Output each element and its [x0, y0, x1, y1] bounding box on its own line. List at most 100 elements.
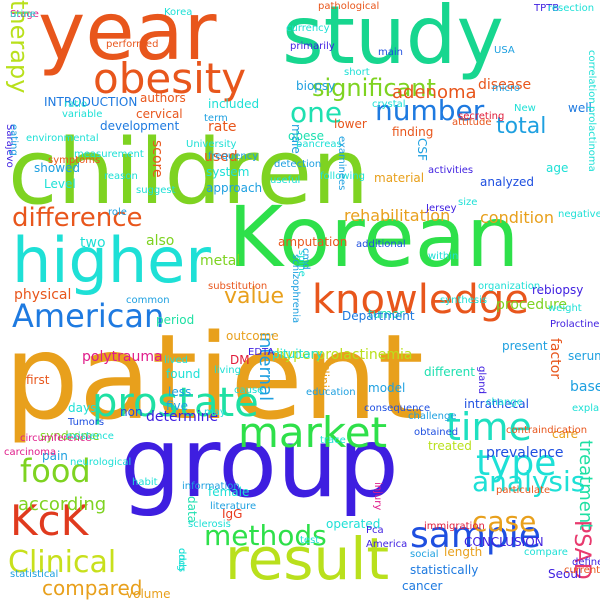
- word-jersey: Jersey: [426, 203, 457, 214]
- word-rate: rate: [208, 119, 237, 135]
- word-statistically: statistically: [410, 563, 479, 577]
- word-america: America: [366, 539, 408, 550]
- word-urine: urine: [10, 9, 36, 20]
- word-number: number: [375, 94, 485, 127]
- word-determine: determine: [146, 409, 219, 425]
- word-pca: Pca: [366, 525, 384, 536]
- word-conclusion: CONCLUSION: [464, 535, 544, 549]
- word-serum: serum: [568, 349, 600, 363]
- word-within: within: [428, 251, 459, 262]
- word-obese: obese: [288, 129, 324, 143]
- word-measurement: measurement: [74, 149, 144, 160]
- word-performed: performed: [106, 39, 159, 50]
- word-group: group: [120, 407, 399, 519]
- word-lower: lower: [334, 117, 367, 131]
- word-size: size: [458, 197, 478, 208]
- word-habit: habit: [132, 477, 158, 488]
- word-one: one: [290, 96, 343, 129]
- word-female: female: [208, 485, 250, 499]
- word-trace: trace: [320, 435, 346, 446]
- word-care: care: [552, 427, 579, 441]
- word-methods: methods: [204, 519, 327, 552]
- word-department: Department: [342, 309, 415, 323]
- word-showed: showed: [34, 161, 81, 175]
- word-cmd: cmd: [300, 248, 311, 270]
- word-usa: USA: [494, 45, 515, 56]
- word-biopsy: biopsy: [296, 79, 336, 93]
- word-condition: condition: [480, 208, 554, 227]
- word-primarily: primarily: [290, 41, 335, 52]
- word-different: different: [424, 365, 475, 379]
- word-odds: odds: [176, 548, 187, 573]
- word-change: change: [486, 397, 523, 408]
- word-found: found: [166, 367, 201, 381]
- word-igg: IgG: [222, 507, 243, 521]
- word-examinees: examinees: [336, 136, 347, 191]
- word-detection: detection: [274, 159, 322, 170]
- word-seoul: Seoul: [548, 567, 582, 581]
- word-sclerosis: sclerosis: [188, 519, 231, 530]
- word-csf: CSF: [415, 138, 429, 161]
- word-five: five: [166, 399, 189, 413]
- word-development: development: [100, 119, 180, 133]
- word-test: test: [300, 535, 320, 546]
- word-kck: KcK: [10, 496, 89, 545]
- word-lived: lived: [164, 355, 188, 366]
- word-crystal: crystal: [372, 99, 406, 110]
- word-ratio: ratio: [64, 99, 88, 110]
- word-environmental: environmental: [26, 133, 99, 144]
- word-result: result: [225, 525, 390, 593]
- word-correlation: correlation: [586, 50, 597, 104]
- word-cancer: cancer: [402, 579, 443, 593]
- word-first: first: [26, 373, 50, 387]
- word-children: children: [8, 120, 370, 225]
- word-prolactine: Prolactine: [550, 319, 600, 330]
- word-particulate: particulate: [496, 485, 551, 496]
- word-patient: patient: [4, 308, 424, 446]
- word-contraindication: contraindication: [506, 425, 588, 436]
- word-defined: defined: [572, 557, 600, 568]
- word-obtained: obtained: [414, 427, 459, 438]
- word-carcinoma: carcinoma: [4, 447, 57, 458]
- word-suggest: suggest: [136, 185, 176, 196]
- word-symptoms: symptoms: [48, 155, 101, 166]
- word-less: less: [168, 385, 192, 399]
- word-dm: DM: [230, 353, 250, 367]
- word-useful: useful: [270, 175, 301, 186]
- word-cervical: cervical: [136, 107, 183, 121]
- word-pancreas: pancreas: [296, 139, 342, 150]
- word-may: may: [204, 407, 226, 418]
- word-pain: pain: [42, 449, 68, 463]
- word-polytrauma: polytrauma: [82, 349, 163, 365]
- word-finding: finding: [392, 125, 434, 139]
- word-term: term: [204, 113, 228, 124]
- word-rehabilitation: rehabilitation: [344, 206, 451, 225]
- word-social: social: [410, 549, 439, 560]
- word-type: type: [476, 443, 557, 484]
- word-pathological: pathological: [318, 1, 380, 12]
- word-living: living: [214, 365, 241, 376]
- word-obesity: obesity: [93, 54, 247, 103]
- word-negative: negative: [558, 209, 600, 220]
- word-weight: weight: [548, 303, 582, 314]
- word-cause: cause: [234, 385, 264, 396]
- word-clinical: Clinical: [8, 545, 117, 580]
- word-prolactinoma: prolactinoma: [586, 106, 597, 172]
- word-procedure: procedure: [496, 297, 568, 313]
- word-non: non: [120, 405, 143, 419]
- word-knowledge: knowledge: [312, 277, 529, 323]
- word-analyzed: analyzed: [480, 175, 535, 189]
- word-time: time: [446, 405, 532, 449]
- word-existence: existence: [66, 431, 114, 442]
- word-intrathecal: intrathecal: [464, 397, 529, 411]
- word-age: age: [546, 161, 569, 175]
- word-present: present: [502, 339, 548, 353]
- word-sample: sample: [410, 515, 541, 556]
- word-outcome: outcome: [226, 329, 279, 343]
- word-american: American: [12, 297, 165, 335]
- word-explained: explained: [572, 403, 600, 414]
- word-two: two: [80, 235, 106, 251]
- word-introduction: INTRODUCTION: [44, 95, 138, 109]
- word-challenge: challenge: [408, 411, 457, 422]
- word-variable: variable: [62, 109, 103, 120]
